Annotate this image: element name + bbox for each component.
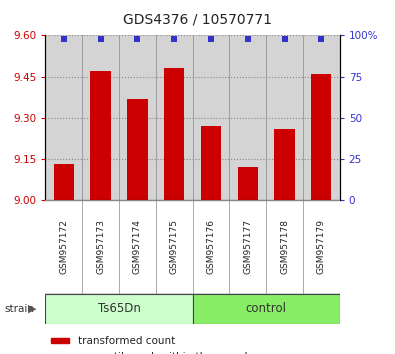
- Point: [171, 36, 177, 41]
- Text: GSM957176: GSM957176: [207, 219, 215, 274]
- Text: GSM957178: GSM957178: [280, 219, 289, 274]
- Text: GSM957179: GSM957179: [317, 219, 326, 274]
- Bar: [45, 294, 193, 324]
- Bar: [119, 35, 156, 200]
- Text: GDS4376 / 10570771: GDS4376 / 10570771: [123, 12, 272, 27]
- Bar: [193, 294, 340, 324]
- Bar: [303, 35, 340, 200]
- Bar: [54, 164, 74, 200]
- Bar: [90, 71, 111, 200]
- Text: strain: strain: [4, 304, 34, 314]
- Bar: [266, 35, 303, 200]
- Bar: [164, 68, 184, 200]
- Bar: [229, 35, 266, 200]
- Text: transformed count: transformed count: [78, 336, 175, 346]
- Bar: [201, 126, 221, 200]
- Bar: [193, 35, 229, 200]
- Point: [281, 36, 288, 41]
- Point: [245, 36, 251, 41]
- Bar: [238, 167, 258, 200]
- Text: GSM957174: GSM957174: [133, 219, 142, 274]
- Bar: [156, 35, 193, 200]
- Text: GSM957172: GSM957172: [59, 219, 68, 274]
- Bar: [275, 129, 295, 200]
- Point: [208, 36, 214, 41]
- Text: control: control: [246, 302, 287, 315]
- Point: [61, 36, 67, 41]
- Point: [98, 36, 104, 41]
- Point: [318, 36, 324, 41]
- Text: percentile rank within the sample: percentile rank within the sample: [78, 352, 254, 354]
- Bar: [45, 35, 82, 200]
- Text: ▶: ▶: [28, 304, 37, 314]
- Bar: [311, 74, 331, 200]
- Text: GSM957177: GSM957177: [243, 219, 252, 274]
- Point: [134, 36, 141, 41]
- Bar: [127, 98, 147, 200]
- Bar: [82, 35, 119, 200]
- Bar: [51, 338, 69, 343]
- Text: GSM957173: GSM957173: [96, 219, 105, 274]
- Text: Ts65Dn: Ts65Dn: [98, 302, 141, 315]
- Text: GSM957175: GSM957175: [170, 219, 179, 274]
